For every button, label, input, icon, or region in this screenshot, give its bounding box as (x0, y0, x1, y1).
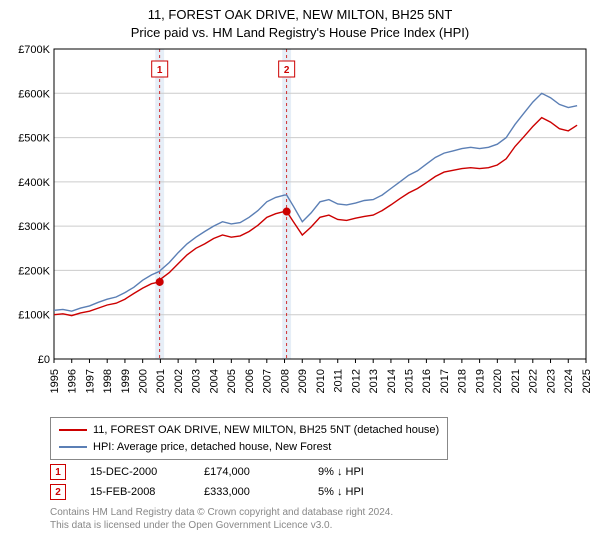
svg-text:2009: 2009 (297, 369, 309, 393)
sale-price: £333,000 (204, 486, 294, 498)
svg-text:2000: 2000 (138, 369, 150, 393)
svg-text:£600K: £600K (18, 88, 50, 100)
svg-text:2007: 2007 (262, 369, 274, 393)
sale-delta: 5% ↓ HPI (318, 486, 408, 498)
svg-text:2011: 2011 (333, 369, 345, 393)
svg-text:2003: 2003 (191, 369, 203, 393)
svg-text:1995: 1995 (49, 369, 61, 393)
svg-text:£200K: £200K (18, 266, 50, 278)
svg-text:£500K: £500K (18, 133, 50, 145)
svg-text:2010: 2010 (315, 369, 327, 393)
svg-text:2022: 2022 (528, 369, 540, 393)
legend-label: HPI: Average price, detached house, New … (93, 439, 331, 456)
footer-line1: Contains HM Land Registry data © Crown c… (50, 506, 590, 519)
svg-text:2017: 2017 (439, 369, 451, 393)
svg-text:2019: 2019 (474, 369, 486, 393)
chart-container: 11, FOREST OAK DRIVE, NEW MILTON, BH25 5… (0, 0, 600, 540)
title-line1: 11, FOREST OAK DRIVE, NEW MILTON, BH25 5… (10, 6, 590, 24)
sale-delta: 9% ↓ HPI (318, 466, 408, 478)
chart-svg: £0 £100K £200K £300K £400K £500K £600K £700K 199… (10, 41, 590, 411)
sale-date: 15-FEB-2008 (90, 486, 180, 498)
sale-marker-icon: 1 (50, 464, 66, 480)
svg-text:2018: 2018 (457, 369, 469, 393)
sale-row: 2 15-FEB-2008 £333,000 5% ↓ HPI (50, 484, 590, 500)
svg-text:£100K: £100K (18, 310, 50, 322)
svg-text:2025: 2025 (581, 369, 590, 393)
title-line2: Price paid vs. HM Land Registry's House … (10, 24, 590, 42)
svg-text:2013: 2013 (368, 369, 380, 393)
svg-text:2004: 2004 (208, 369, 220, 393)
svg-text:1999: 1999 (120, 369, 132, 393)
sale-price: £174,000 (204, 466, 294, 478)
svg-text:2024: 2024 (563, 369, 575, 393)
sale-row: 1 15-DEC-2000 £174,000 9% ↓ HPI (50, 464, 590, 480)
svg-text:1998: 1998 (102, 369, 114, 393)
legend: 11, FOREST OAK DRIVE, NEW MILTON, BH25 5… (50, 417, 448, 460)
sale-date: 15-DEC-2000 (90, 466, 180, 478)
svg-text:£0: £0 (38, 354, 50, 366)
svg-text:2014: 2014 (386, 369, 398, 393)
legend-item: 11, FOREST OAK DRIVE, NEW MILTON, BH25 5… (59, 422, 439, 439)
svg-text:2016: 2016 (421, 369, 433, 393)
chart-plot: £0 £100K £200K £300K £400K £500K £600K £700K 199… (10, 41, 590, 411)
svg-text:2001: 2001 (155, 369, 167, 393)
svg-text:2: 2 (284, 65, 290, 76)
svg-text:2012: 2012 (350, 369, 362, 393)
svg-text:2020: 2020 (492, 369, 504, 393)
legend-swatch (59, 429, 87, 431)
svg-text:£400K: £400K (18, 177, 50, 189)
svg-text:2008: 2008 (279, 369, 291, 393)
legend-swatch (59, 446, 87, 448)
sale-marker-icon: 2 (50, 484, 66, 500)
svg-text:2023: 2023 (545, 369, 557, 393)
footer-line2: This data is licensed under the Open Gov… (50, 519, 590, 532)
svg-text:2002: 2002 (173, 369, 185, 393)
svg-text:2006: 2006 (244, 369, 256, 393)
svg-text:2015: 2015 (404, 369, 416, 393)
svg-text:2005: 2005 (226, 369, 238, 393)
legend-label: 11, FOREST OAK DRIVE, NEW MILTON, BH25 5… (93, 422, 439, 439)
footer: Contains HM Land Registry data © Crown c… (50, 506, 590, 532)
svg-text:1: 1 (157, 65, 163, 76)
svg-text:1997: 1997 (84, 369, 96, 393)
svg-text:£300K: £300K (18, 221, 50, 233)
svg-text:2021: 2021 (510, 369, 522, 393)
chart-title: 11, FOREST OAK DRIVE, NEW MILTON, BH25 5… (10, 6, 590, 41)
svg-text:1996: 1996 (67, 369, 79, 393)
legend-item: HPI: Average price, detached house, New … (59, 439, 439, 456)
svg-text:£700K: £700K (18, 44, 50, 56)
